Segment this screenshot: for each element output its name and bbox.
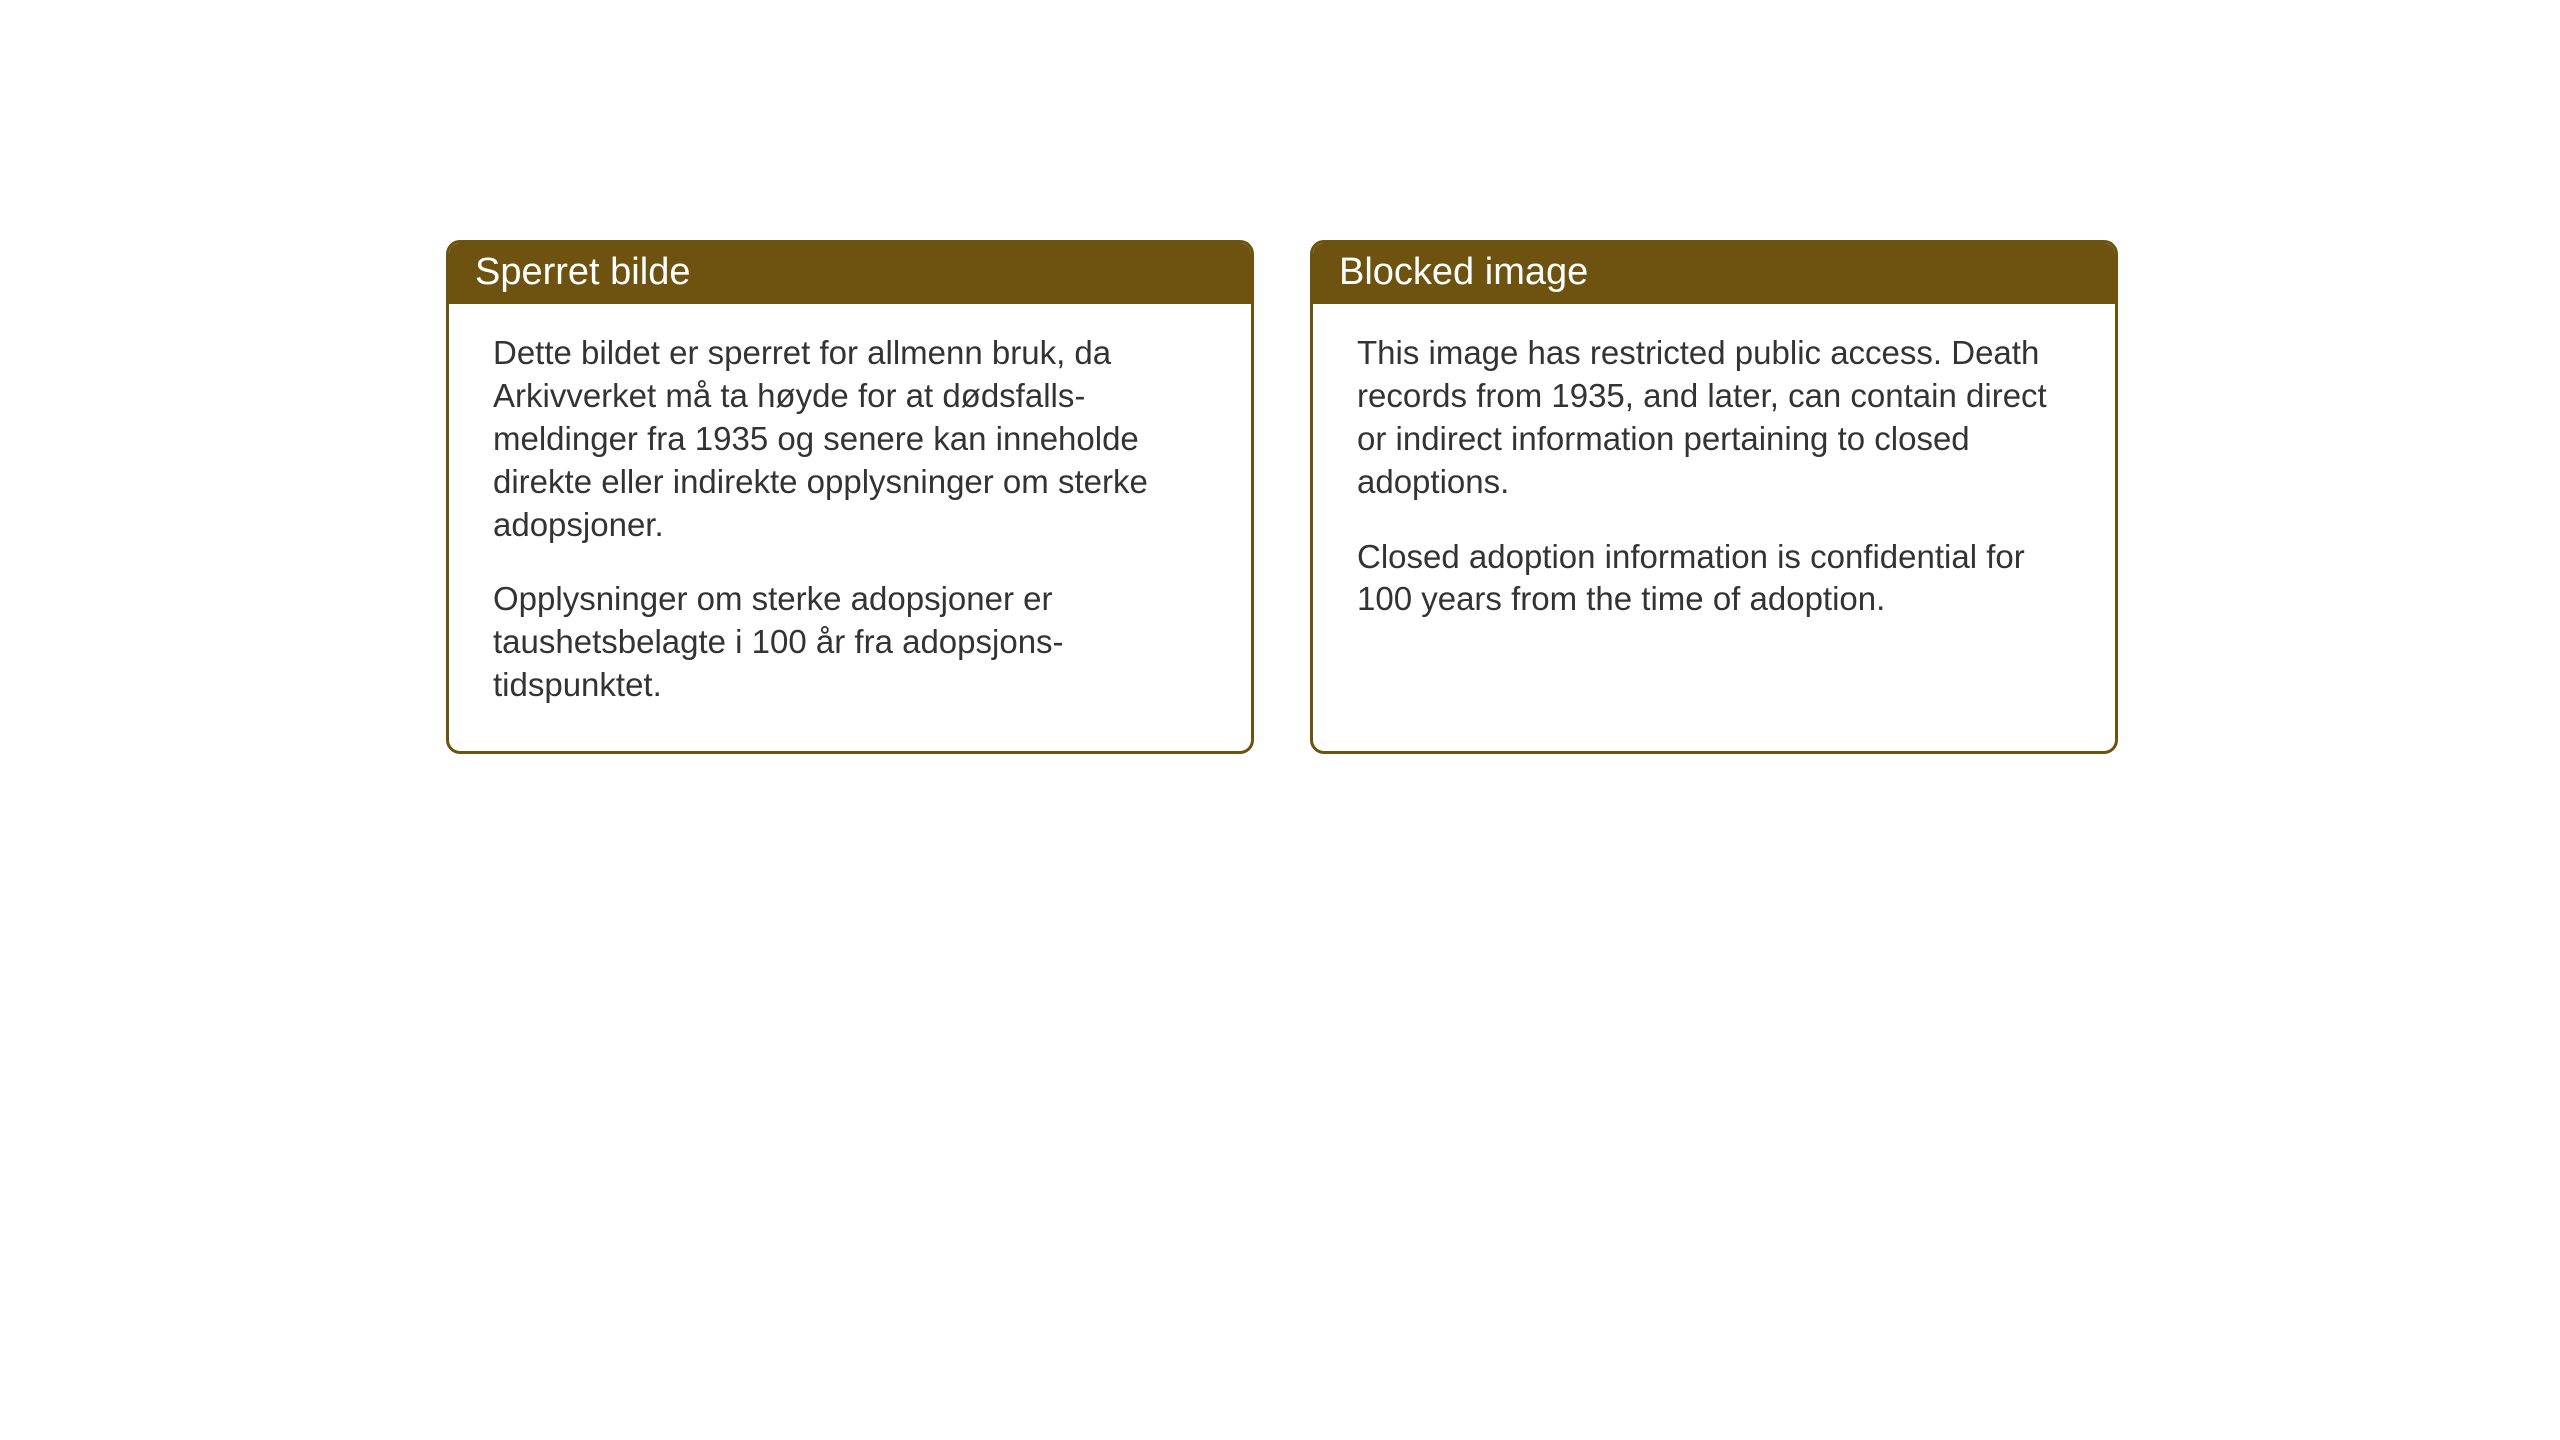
notice-container: Sperret bilde Dette bildet er sperret fo… — [0, 0, 2560, 754]
notice-box-norwegian: Sperret bilde Dette bildet er sperret fo… — [446, 240, 1254, 754]
notice-box-english: Blocked image This image has restricted … — [1310, 240, 2118, 754]
notice-header-norwegian: Sperret bilde — [449, 243, 1251, 304]
notice-paragraph-2-norwegian: Opplysninger om sterke adopsjoner er tau… — [493, 578, 1207, 707]
notice-paragraph-1-english: This image has restricted public access.… — [1357, 332, 2071, 504]
notice-paragraph-1-norwegian: Dette bildet er sperret for allmenn bruk… — [493, 332, 1207, 546]
notice-body-norwegian: Dette bildet er sperret for allmenn bruk… — [449, 304, 1251, 751]
notice-title-english: Blocked image — [1339, 251, 1588, 293]
notice-body-english: This image has restricted public access.… — [1313, 304, 2115, 665]
notice-paragraph-2-english: Closed adoption information is confident… — [1357, 536, 2071, 622]
notice-header-english: Blocked image — [1313, 243, 2115, 304]
notice-title-norwegian: Sperret bilde — [475, 251, 690, 293]
